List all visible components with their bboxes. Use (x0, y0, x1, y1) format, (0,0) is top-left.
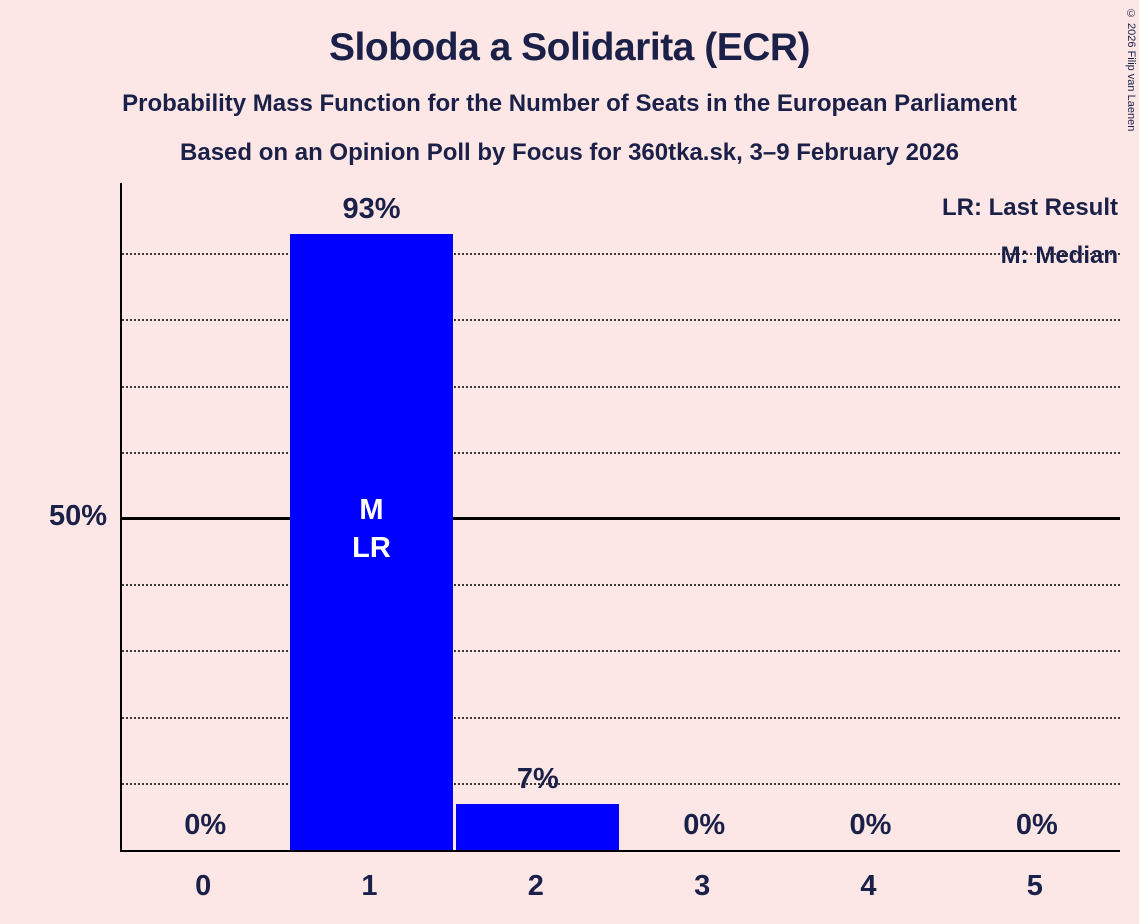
bar-value-label-0: 0% (184, 809, 227, 841)
bar-value-label-5: 0% (1015, 809, 1058, 841)
gridline-20pct (122, 716, 1120, 719)
bar-value-label-3: 0% (683, 809, 726, 841)
x-axis-labels: 0 1 2 3 4 5 (120, 870, 1118, 903)
bar-value-label-4: 0% (849, 809, 892, 841)
chart-subtitle-line2: Based on an Opinion Poll by Focus for 36… (180, 139, 959, 166)
gridline-40pct (122, 584, 1120, 587)
bar-seats-1 (290, 234, 453, 850)
chart-title: Sloboda a Solidarita (ECR) (328, 26, 811, 69)
x-axis-label-3: 3 (694, 870, 711, 902)
gridline-70pct (122, 385, 1120, 388)
x-axis-label-2: 2 (527, 870, 544, 902)
y-axis-label-50pct: 50% (48, 500, 107, 532)
x-axis-label-4: 4 (860, 870, 877, 902)
gridline-60pct (122, 451, 1120, 454)
gridline-50pct-solid (122, 517, 1120, 520)
legend-median: M: Median (1000, 242, 1118, 269)
chart-subtitle-line1: Probability Mass Function for the Number… (122, 90, 1017, 117)
plot-area: 0% 93% 7% 0% 0% 0% M LR (120, 183, 1120, 852)
x-axis-label-5: 5 (1026, 870, 1043, 902)
bar-value-label-1: 93% (342, 193, 401, 226)
chart-legend: LR: Last Result M: Median (942, 184, 1118, 280)
x-axis-label-0: 0 (195, 870, 212, 902)
gridline-80pct (122, 319, 1120, 322)
bar-seats-2 (456, 803, 620, 850)
gridline-10pct (122, 782, 1120, 785)
x-axis-label-1: 1 (361, 870, 378, 902)
gridline-90pct (122, 253, 1120, 256)
gridline-30pct (122, 650, 1120, 653)
copyright-notice: © 2026 Filip van Laenen (1125, 8, 1137, 132)
legend-last-result: LR: Last Result (941, 194, 1118, 221)
bar-value-label-2: 7% (516, 762, 559, 795)
bar-annotation-median-lastresult: M LR (352, 494, 391, 564)
